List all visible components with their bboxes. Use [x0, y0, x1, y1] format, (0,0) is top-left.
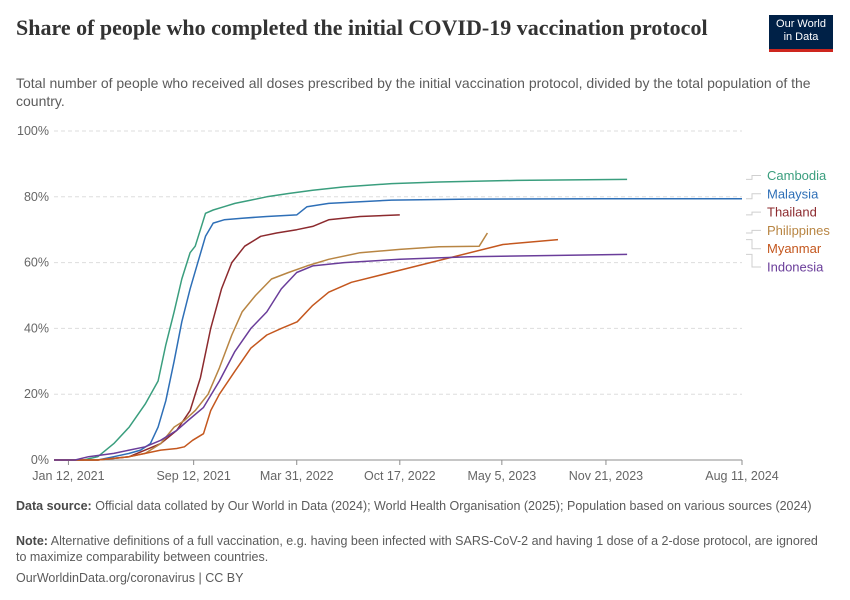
series-line-cambodia — [54, 178, 628, 461]
data-source-label: Data source: — [16, 499, 92, 513]
y-tick-label: 20% — [24, 387, 49, 401]
x-tick-label: Nov 21, 2023 — [569, 469, 643, 483]
legend-label-myanmar: Myanmar — [767, 241, 822, 256]
line-chart: 0% 20% 40% 60% 80% 100% Jan 12, 2021 Sep 12, 20… — [17, 124, 830, 483]
y-tick-label: 60% — [24, 256, 49, 270]
legend-connector — [746, 211, 761, 216]
y-tick-label: 40% — [24, 321, 49, 335]
legend-label-thailand: Thailand — [767, 205, 817, 220]
note-text: Alternative definitions of a full vaccin… — [16, 534, 818, 564]
owid-logo[interactable]: Our World in Data — [769, 15, 833, 52]
y-tick-label: 100% — [17, 124, 49, 138]
x-tick-label: Sep 12, 2021 — [156, 469, 230, 483]
series-line-philippines — [54, 232, 489, 461]
legend-connector — [746, 175, 761, 180]
definition-note: Note: Alternative definitions of a full … — [16, 533, 831, 565]
x-tick-label: Oct 17, 2022 — [364, 469, 436, 483]
x-tick-label: May 5, 2023 — [467, 469, 536, 483]
series-line-myanmar — [54, 238, 559, 461]
note-label: Note: — [16, 534, 48, 548]
series-line-thailand — [54, 214, 400, 461]
source-link[interactable]: OurWorldinData.org/coronavirus — [16, 571, 196, 585]
data-source-text: Official data collated by Our World in D… — [95, 499, 812, 513]
legend-connector — [746, 253, 761, 268]
y-tick-label: 80% — [24, 190, 49, 204]
chart-title: Share of people who completed the initia… — [16, 15, 708, 40]
legend-label-indonesia: Indonesia — [767, 260, 824, 275]
legend-connector — [746, 229, 761, 234]
credit-line: OurWorldinData.org/coronavirus | CC BY — [16, 570, 831, 586]
legend-connector — [746, 193, 761, 200]
logo-line-1: Our World — [776, 18, 826, 30]
series-line-malaysia — [54, 198, 742, 461]
credit-separator: | — [195, 571, 206, 585]
legend-label-philippines: Philippines — [767, 223, 830, 238]
data-source-note: Data source: Official data collated by O… — [16, 498, 831, 514]
x-tick-label: Mar 31, 2022 — [260, 469, 334, 483]
y-tick-label: 0% — [31, 453, 49, 467]
legend-connector — [746, 239, 761, 250]
legend-label-malaysia: Malaysia — [767, 186, 819, 201]
x-tick-label: Jan 12, 2021 — [32, 469, 104, 483]
x-tick-label: Aug 11, 2024 — [705, 469, 778, 483]
license-link[interactable]: CC BY — [205, 571, 244, 585]
logo-line-2: in Data — [783, 31, 819, 43]
legend-label-cambodia: Cambodia — [767, 168, 827, 183]
series-line-indonesia — [54, 253, 628, 461]
chart-subtitle: Total number of people who received all … — [16, 75, 811, 109]
